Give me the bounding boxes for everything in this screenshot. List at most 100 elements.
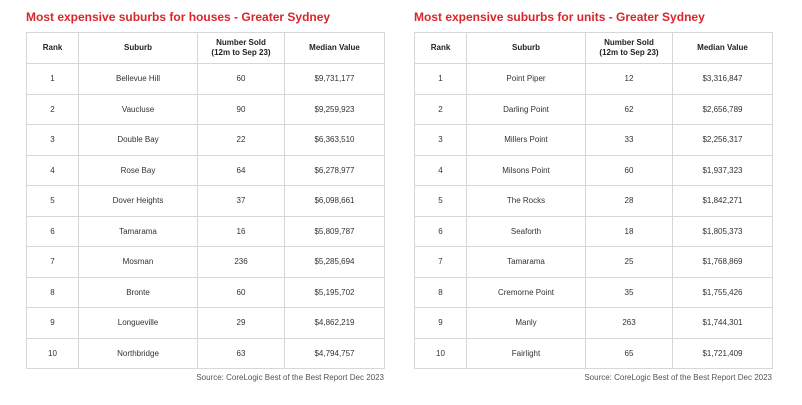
table-row: 4 Rose Bay 64 $6,278,977 bbox=[26, 154, 385, 186]
table-row: 4 Milsons Point 60 $1,937,323 bbox=[414, 154, 773, 186]
header-number-sold: Number Sold (12m to Sep 23) bbox=[585, 32, 673, 64]
median-value-cell: $9,731,177 bbox=[284, 63, 385, 95]
rank-cell: 8 bbox=[26, 276, 79, 308]
table-row: 5 Dover Heights 37 $6,098,661 bbox=[26, 185, 385, 217]
rank-cell: 6 bbox=[26, 215, 79, 247]
rank-cell: 9 bbox=[414, 307, 467, 339]
table-row: 3 Double Bay 22 $6,363,510 bbox=[26, 124, 385, 156]
rank-cell: 10 bbox=[414, 337, 467, 369]
suburb-cell: Tamarama bbox=[466, 246, 586, 278]
table-row: 8 Cremorne Point 35 $1,755,426 bbox=[414, 276, 773, 308]
median-value-cell: $6,363,510 bbox=[284, 124, 385, 156]
houses-title: Most expensive suburbs for houses - Grea… bbox=[26, 10, 331, 24]
median-value-cell: $2,256,317 bbox=[672, 124, 773, 156]
suburb-cell: Dover Heights bbox=[78, 185, 198, 217]
suburb-cell: Vaucluse bbox=[78, 93, 198, 125]
rank-cell: 3 bbox=[26, 124, 79, 156]
table-row: 1 Bellevue Hill 60 $9,731,177 bbox=[26, 63, 385, 95]
header-median-value: Median Value bbox=[672, 32, 773, 64]
houses-panel: Most expensive suburbs for houses - Grea… bbox=[26, 10, 386, 382]
number-sold-cell: 62 bbox=[585, 93, 673, 125]
rank-cell: 1 bbox=[26, 63, 79, 95]
median-value-cell: $4,794,757 bbox=[284, 337, 385, 369]
median-value-cell: $5,809,787 bbox=[284, 215, 385, 247]
number-sold-cell: 29 bbox=[197, 307, 285, 339]
suburb-cell: Northbridge bbox=[78, 337, 198, 369]
suburb-cell: Millers Point bbox=[466, 124, 586, 156]
suburb-cell: Mosman bbox=[78, 246, 198, 278]
number-sold-cell: 12 bbox=[585, 63, 673, 95]
median-value-cell: $2,656,789 bbox=[672, 93, 773, 125]
table-row: 7 Mosman 236 $5,285,694 bbox=[26, 246, 385, 278]
table-row: 9 Longueville 29 $4,862,219 bbox=[26, 307, 385, 339]
table-row: 1 Point Piper 12 $3,316,847 bbox=[414, 63, 773, 95]
suburb-cell: Seaforth bbox=[466, 215, 586, 247]
median-value-cell: $1,755,426 bbox=[672, 276, 773, 308]
units-panel: Most expensive suburbs for units - Great… bbox=[414, 10, 774, 382]
median-value-cell: $6,278,977 bbox=[284, 154, 385, 186]
number-sold-cell: 33 bbox=[585, 124, 673, 156]
table-header-row: Rank Suburb Number Sold (12m to Sep 23) Medi… bbox=[26, 32, 385, 64]
header-median-value: Median Value bbox=[284, 32, 385, 64]
suburb-cell: Tamarama bbox=[78, 215, 198, 247]
suburb-cell: Longueville bbox=[78, 307, 198, 339]
median-value-cell: $9,259,923 bbox=[284, 93, 385, 125]
median-value-cell: $5,285,694 bbox=[284, 246, 385, 278]
rank-cell: 4 bbox=[26, 154, 79, 186]
number-sold-cell: 60 bbox=[197, 276, 285, 308]
number-sold-cell: 37 bbox=[197, 185, 285, 217]
header-rank: Rank bbox=[26, 32, 79, 64]
rank-cell: 6 bbox=[414, 215, 467, 247]
suburb-cell: Rose Bay bbox=[78, 154, 198, 186]
suburb-cell: Cremorne Point bbox=[466, 276, 586, 308]
median-value-cell: $6,098,661 bbox=[284, 185, 385, 217]
rank-cell: 3 bbox=[414, 124, 467, 156]
table-row: 9 Manly 263 $1,744,301 bbox=[414, 307, 773, 339]
suburb-cell: Bronte bbox=[78, 276, 198, 308]
rank-cell: 4 bbox=[414, 154, 467, 186]
number-sold-cell: 236 bbox=[197, 246, 285, 278]
units-title: Most expensive suburbs for units - Great… bbox=[414, 10, 705, 24]
rank-cell: 8 bbox=[414, 276, 467, 308]
number-sold-cell: 63 bbox=[197, 337, 285, 369]
rank-cell: 10 bbox=[26, 337, 79, 369]
header-rank: Rank bbox=[414, 32, 467, 64]
number-sold-cell: 25 bbox=[585, 246, 673, 278]
suburb-cell: Point Piper bbox=[466, 63, 586, 95]
table-row: 10 Northbridge 63 $4,794,757 bbox=[26, 337, 385, 369]
header-suburb: Suburb bbox=[78, 32, 198, 64]
median-value-cell: $5,195,702 bbox=[284, 276, 385, 308]
number-sold-cell: 22 bbox=[197, 124, 285, 156]
number-sold-cell: 263 bbox=[585, 307, 673, 339]
median-value-cell: $4,862,219 bbox=[284, 307, 385, 339]
number-sold-cell: 35 bbox=[585, 276, 673, 308]
header-suburb: Suburb bbox=[466, 32, 586, 64]
table-header-row: Rank Suburb Number Sold (12m to Sep 23) Medi… bbox=[414, 32, 773, 64]
houses-table: Rank Suburb Number Sold (12m to Sep 23) Medi… bbox=[26, 32, 385, 369]
number-sold-cell: 60 bbox=[585, 154, 673, 186]
number-sold-cell: 60 bbox=[197, 63, 285, 95]
table-row: 5 The Rocks 28 $1,842,271 bbox=[414, 185, 773, 217]
table-row: 10 Fairlight 65 $1,721,409 bbox=[414, 337, 773, 369]
suburb-cell: Double Bay bbox=[78, 124, 198, 156]
table-row: 2 Darling Point 62 $2,656,789 bbox=[414, 93, 773, 125]
table-row: 7 Tamarama 25 $1,768,869 bbox=[414, 246, 773, 278]
median-value-cell: $1,744,301 bbox=[672, 307, 773, 339]
number-sold-cell: 16 bbox=[197, 215, 285, 247]
table-row: 6 Tamarama 16 $5,809,787 bbox=[26, 215, 385, 247]
number-sold-cell: 64 bbox=[197, 154, 285, 186]
number-sold-cell: 18 bbox=[585, 215, 673, 247]
suburb-cell: The Rocks bbox=[466, 185, 586, 217]
table-row: 2 Vaucluse 90 $9,259,923 bbox=[26, 93, 385, 125]
header-number-sold: Number Sold (12m to Sep 23) bbox=[197, 32, 285, 64]
number-sold-cell: 90 bbox=[197, 93, 285, 125]
suburb-cell: Fairlight bbox=[466, 337, 586, 369]
rank-cell: 2 bbox=[414, 93, 467, 125]
median-value-cell: $1,805,373 bbox=[672, 215, 773, 247]
median-value-cell: $1,768,869 bbox=[672, 246, 773, 278]
number-sold-cell: 28 bbox=[585, 185, 673, 217]
suburb-cell: Manly bbox=[466, 307, 586, 339]
rank-cell: 2 bbox=[26, 93, 79, 125]
houses-source: Source: CoreLogic Best of the Best Repor… bbox=[196, 373, 384, 382]
rank-cell: 9 bbox=[26, 307, 79, 339]
